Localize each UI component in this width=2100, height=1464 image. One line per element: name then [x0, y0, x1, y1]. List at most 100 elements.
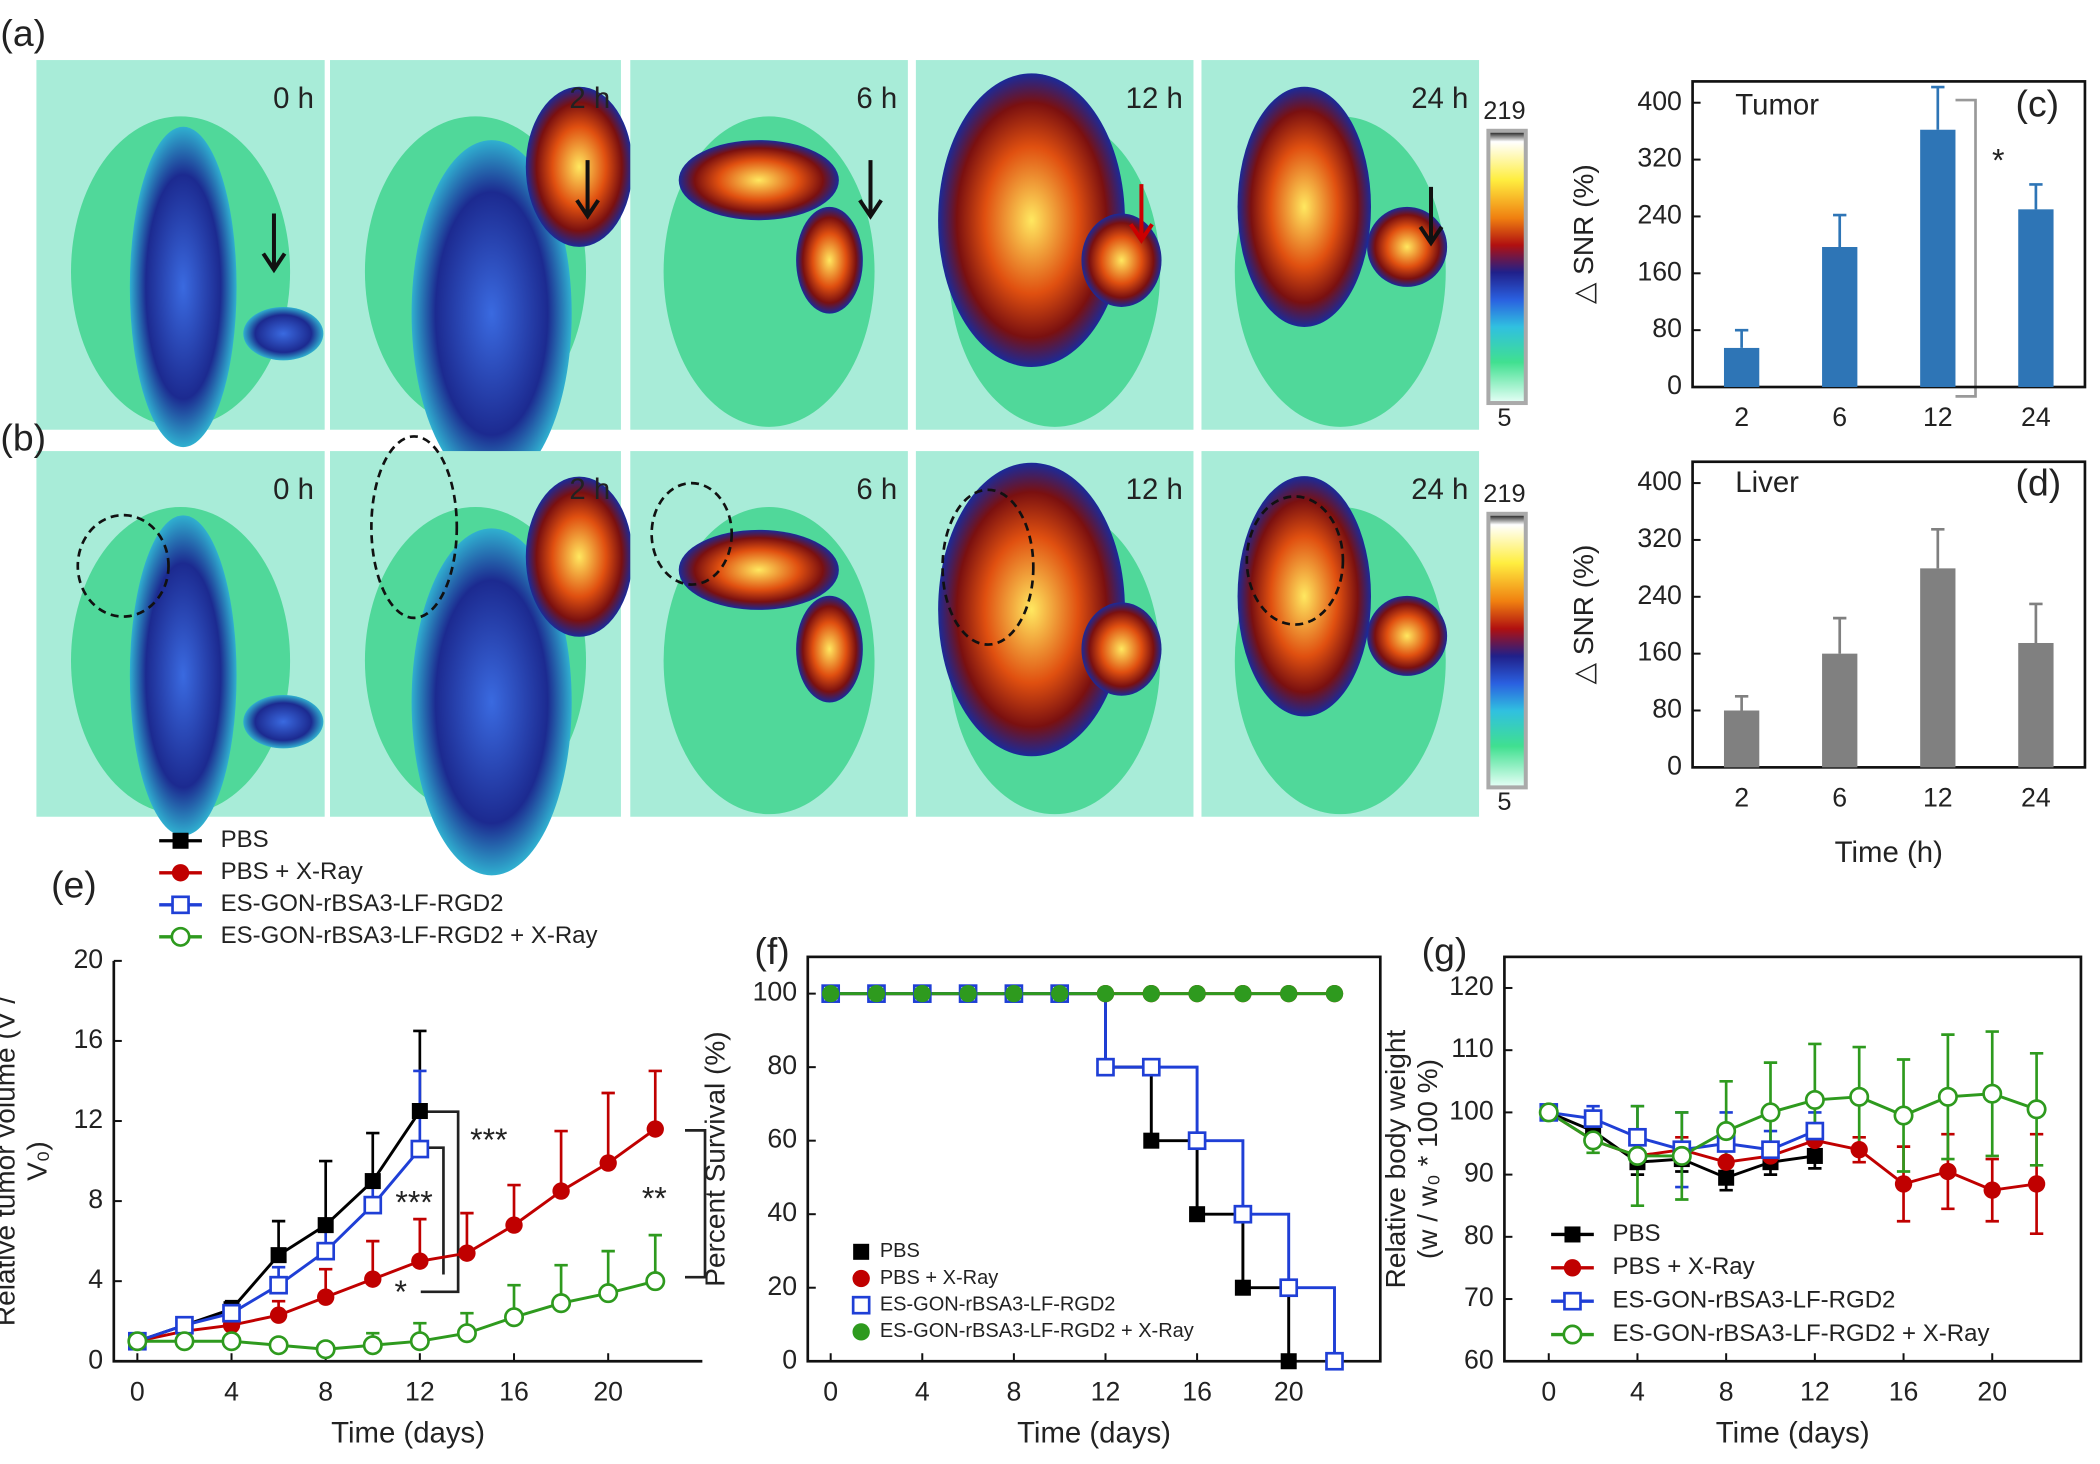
time-label: 0 h — [273, 473, 314, 506]
marker — [852, 1269, 870, 1288]
y-tick-label: 120 — [1449, 971, 1494, 1001]
marker — [852, 1323, 870, 1341]
colorbar-max: 219 — [1483, 480, 1525, 508]
chart-title: Liver — [1735, 466, 1799, 499]
y-tick-label: 80 — [1652, 694, 1682, 724]
error-bar — [1833, 616, 1847, 654]
bar — [2018, 642, 2054, 768]
marker — [364, 1173, 381, 1190]
significance-bracket — [1955, 98, 1977, 398]
marker — [171, 864, 190, 882]
marker — [867, 984, 886, 1003]
x-axis-label: Time (days) — [331, 1416, 485, 1449]
marker — [1804, 1089, 1825, 1110]
significance-label: *** — [470, 1122, 507, 1158]
marker — [456, 1323, 477, 1344]
panel-label: (b) — [0, 416, 46, 458]
panel-label: (e) — [51, 863, 97, 905]
colorbar-min: 5 — [1497, 788, 1511, 816]
mri-signal — [796, 206, 863, 314]
marker — [1141, 1057, 1161, 1077]
mri-signal — [411, 528, 572, 876]
y-tick-label: 240 — [1637, 199, 1682, 229]
marker — [1671, 1145, 1692, 1166]
marker — [1189, 1206, 1206, 1223]
marker — [174, 1331, 195, 1352]
legend-label: PBS — [221, 826, 269, 853]
mri-signal — [938, 462, 1125, 757]
x-tick-label: 20 — [593, 1376, 623, 1406]
error-bar — [554, 1129, 568, 1192]
error-bar — [2029, 602, 2043, 643]
x-tick-label: 24 — [2021, 782, 2051, 812]
mri-signal — [243, 306, 324, 361]
error-bar — [601, 1091, 615, 1164]
y-tick-label: 90 — [1464, 1158, 1494, 1188]
plot-frame — [1691, 80, 2087, 389]
marker — [175, 1315, 194, 1335]
marker — [1280, 984, 1298, 1003]
marker — [171, 895, 190, 915]
marker — [269, 1306, 288, 1324]
y-axis-label: Relative tumor volume (V / — [0, 996, 20, 1326]
marker — [409, 1331, 430, 1352]
bar — [1920, 568, 1956, 768]
marker — [1805, 1121, 1825, 1141]
marker — [1188, 984, 1206, 1003]
x-tick-label: 8 — [318, 1376, 333, 1406]
significance-label: ** — [642, 1181, 667, 1217]
x-tick-label: 16 — [1889, 1376, 1919, 1406]
x-tick-label: 8 — [1719, 1376, 1734, 1406]
marker — [646, 1120, 664, 1138]
error-bar — [1931, 527, 1945, 569]
roi-circle — [76, 513, 170, 618]
x-tick-label: 24 — [2021, 402, 2051, 432]
marker — [1894, 1175, 1913, 1193]
marker — [1849, 1086, 1870, 1107]
mri-signal — [129, 515, 237, 836]
y-tick-label: 100 — [1449, 1095, 1494, 1125]
marker — [853, 1243, 870, 1260]
marker — [170, 926, 191, 947]
y-tick-label: 160 — [1637, 256, 1682, 286]
y-tick-label: 60 — [1464, 1344, 1494, 1374]
y-tick-label: 400 — [1637, 466, 1682, 496]
mri-signal — [411, 140, 572, 488]
marker — [959, 984, 977, 1003]
plot-frame — [1503, 955, 2083, 1363]
marker — [362, 1335, 383, 1356]
x-tick-label: 16 — [499, 1376, 529, 1406]
mri-signal — [525, 476, 633, 637]
x-tick-label: 6 — [1832, 402, 1847, 432]
error-bar — [648, 1069, 662, 1130]
y-tick-label: 0 — [88, 1344, 103, 1374]
y-tick-label: 400 — [1637, 86, 1682, 116]
marker — [1234, 984, 1252, 1003]
bar — [1822, 247, 1858, 388]
panel-label: (d) — [2016, 462, 2062, 504]
y-axis-label: V₀) — [21, 1141, 52, 1181]
marker — [599, 1154, 617, 1172]
y-tick-label: 20 — [73, 944, 103, 974]
significance-label: * — [395, 1274, 407, 1310]
marker — [222, 1303, 241, 1323]
colorbar — [1486, 511, 1528, 790]
marker — [1939, 1162, 1957, 1181]
marker — [851, 1295, 871, 1315]
time-label: 6 h — [856, 473, 897, 506]
mri-signal — [1367, 206, 1448, 287]
mri-signal — [1237, 86, 1372, 327]
marker — [1280, 1353, 1297, 1370]
marker — [1761, 1140, 1780, 1160]
colorbar-max: 219 — [1483, 97, 1525, 125]
marker — [1562, 1324, 1583, 1345]
x-tick-label: 12 — [1800, 1376, 1830, 1406]
bar — [1723, 347, 1760, 388]
mri-signal — [678, 140, 839, 221]
x-tick-label: 4 — [224, 1376, 239, 1406]
marker — [1005, 984, 1023, 1003]
panel-label: (c) — [2016, 83, 2060, 125]
arrow — [1418, 186, 1444, 247]
error-bar — [2029, 183, 2043, 210]
marker — [270, 1247, 287, 1264]
